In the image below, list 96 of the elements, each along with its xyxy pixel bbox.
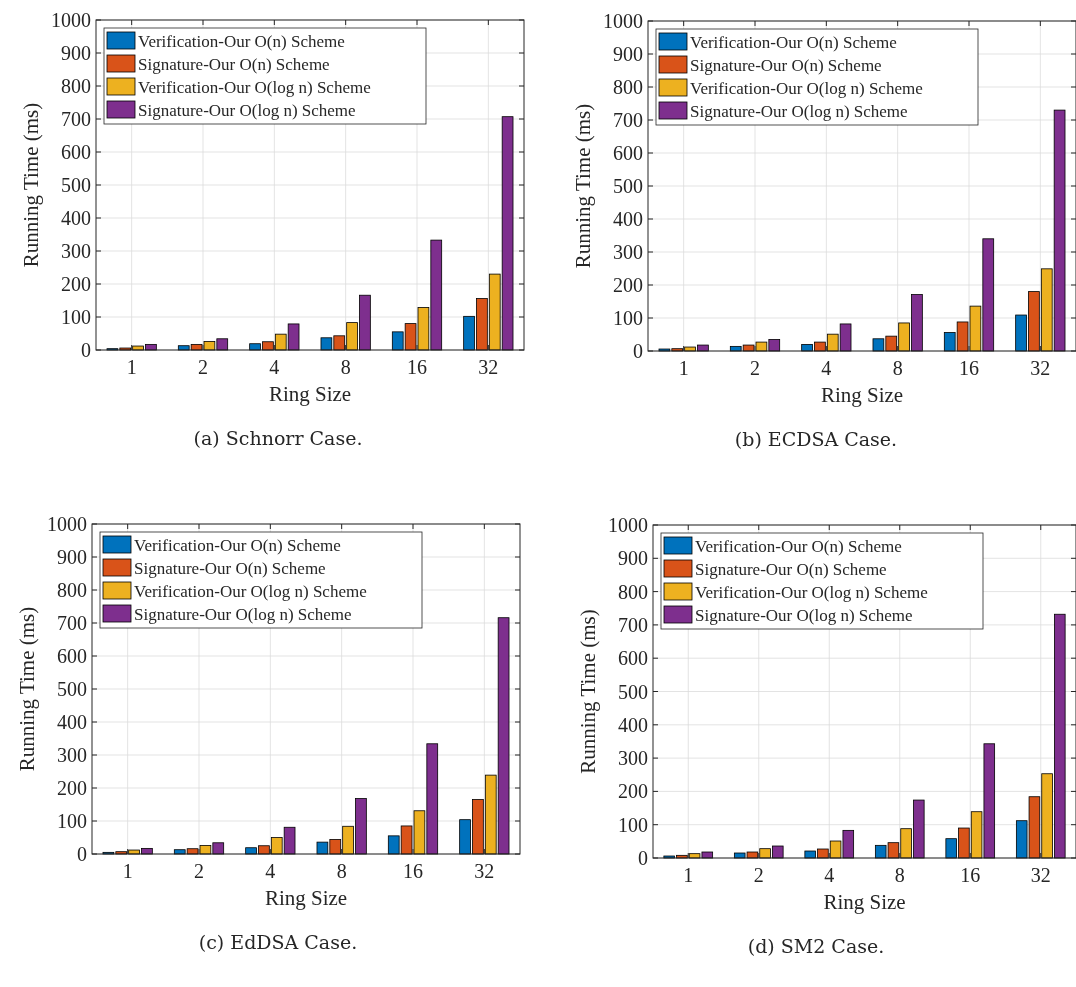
y-tick-label: 1000	[47, 513, 87, 535]
x-tick-label: 16	[960, 864, 981, 886]
text: (b) ECDSA Case.	[734, 428, 898, 450]
y-tick-label: 500	[57, 678, 87, 700]
y-axis-title: Running Time (ms)	[15, 606, 39, 772]
y-tick-label: 100	[61, 306, 91, 328]
y-tick-label: 600	[61, 141, 91, 163]
y-axis-title: Running Time (ms)	[19, 102, 43, 268]
y-tick-label: 800	[613, 76, 643, 98]
y-tick-label: 500	[613, 175, 643, 197]
x-tick-label: 2	[198, 356, 208, 378]
x-tick-label: 32	[1030, 864, 1051, 886]
x-axis-title: Ring Size	[820, 383, 904, 407]
text: (c) EdDSA Case.	[198, 931, 358, 953]
y-tick-label: 800	[57, 579, 87, 601]
x-axis-title: Ring Size	[268, 382, 352, 406]
y-tick-label: 300	[613, 241, 643, 263]
y-tick-label: 400	[613, 208, 643, 230]
y-tick-label: 100	[618, 813, 648, 836]
legend-label: Verification-Our O(n) Scheme	[690, 32, 897, 52]
x-tick-label: 16	[403, 860, 423, 882]
y-tick-label: 100	[57, 810, 87, 832]
legend-label: Signature-Our O(log n) Scheme	[690, 101, 908, 121]
y-tick-label: 800	[618, 580, 648, 603]
y-tick-label: 600	[57, 645, 87, 667]
x-tick-label: 2	[750, 357, 760, 379]
x-tick-label: 4	[824, 864, 835, 886]
y-tick-label: 0	[633, 340, 643, 362]
y-tick-label: 700	[613, 109, 643, 131]
y-tick-label: 800	[61, 75, 91, 97]
x-tick-label: 16	[959, 357, 979, 379]
y-tick-label: 900	[57, 546, 87, 568]
x-tick-label: 32	[1030, 357, 1051, 379]
y-tick-label: 700	[61, 108, 91, 130]
text: (d) SM2 Case.	[747, 935, 885, 957]
legend-label: Signature-Our O(n) Scheme	[695, 559, 887, 579]
y-axis-title: Running Time (ms)	[571, 103, 595, 269]
x-axis-title: Ring Size	[823, 890, 906, 914]
y-tick-label: 300	[57, 744, 87, 766]
y-tick-label: 900	[61, 42, 91, 64]
y-tick-label: 100	[613, 307, 643, 329]
legend-label: Signature-Our O(log n) Scheme	[695, 605, 913, 625]
legend-label: Signature-Our O(log n) Scheme	[134, 604, 352, 624]
legend-label: Verification-Our O(log n) Scheme	[134, 581, 367, 601]
legend-label: Signature-Our O(n) Scheme	[138, 54, 330, 74]
x-tick-label: 8	[336, 860, 347, 882]
x-tick-label: 1	[678, 357, 689, 379]
y-tick-label: 400	[57, 711, 87, 733]
legend-label: Verification-Our O(n) Scheme	[695, 536, 902, 556]
y-tick-label: 300	[61, 240, 91, 262]
y-axis-title: Running Time (ms)	[576, 609, 600, 774]
y-tick-label: 400	[61, 207, 91, 229]
x-tick-label: 32	[478, 356, 499, 378]
legend-label: Signature-Our O(n) Scheme	[134, 558, 326, 578]
x-tick-label: 4	[265, 860, 276, 882]
x-tick-label: 16	[407, 356, 427, 378]
x-tick-label: 4	[269, 356, 280, 378]
y-tick-label: 200	[61, 273, 91, 295]
y-tick-label: 900	[613, 43, 643, 65]
y-tick-label: 0	[638, 847, 648, 869]
legend-label: Signature-Our O(n) Scheme	[690, 55, 882, 75]
x-tick-label: 2	[194, 860, 204, 882]
y-tick-label: 700	[618, 613, 648, 636]
legend-label: Verification-Our O(log n) Scheme	[690, 78, 923, 98]
y-tick-label: 900	[618, 547, 648, 570]
legend-label: Verification-Our O(log n) Scheme	[138, 77, 371, 97]
legend-label: Verification-Our O(n) Scheme	[138, 31, 345, 51]
y-tick-label: 300	[618, 747, 648, 770]
legend-label: Verification-Our O(n) Scheme	[134, 535, 341, 555]
y-tick-label: 0	[77, 843, 87, 865]
y-tick-label: 1000	[603, 10, 643, 32]
y-tick-label: 400	[618, 713, 648, 736]
x-axis-title: Ring Size	[264, 886, 348, 910]
text: (a) Schnorr Case.	[193, 427, 363, 449]
y-tick-label: 600	[613, 142, 643, 164]
y-tick-label: 1000	[608, 514, 648, 536]
x-tick-label: 1	[683, 864, 694, 886]
x-tick-label: 2	[753, 864, 764, 886]
legend-label: Verification-Our O(log n) Scheme	[695, 582, 928, 602]
x-tick-label: 32	[474, 860, 495, 882]
y-tick-label: 600	[618, 647, 648, 670]
y-tick-label: 200	[57, 777, 87, 799]
y-tick-label: 200	[618, 780, 648, 803]
x-tick-label: 8	[892, 357, 903, 379]
x-tick-label: 4	[821, 357, 832, 379]
y-tick-label: 0	[81, 339, 91, 361]
legend-label: Signature-Our O(log n) Scheme	[138, 100, 356, 120]
x-tick-label: 8	[894, 864, 905, 886]
y-tick-label: 500	[618, 680, 648, 703]
y-tick-label: 700	[57, 612, 87, 634]
y-tick-label: 1000	[51, 9, 91, 31]
x-tick-label: 8	[340, 356, 351, 378]
y-tick-label: 200	[613, 274, 643, 296]
x-tick-label: 1	[122, 860, 133, 882]
x-tick-label: 1	[126, 356, 137, 378]
y-tick-label: 500	[61, 174, 91, 196]
